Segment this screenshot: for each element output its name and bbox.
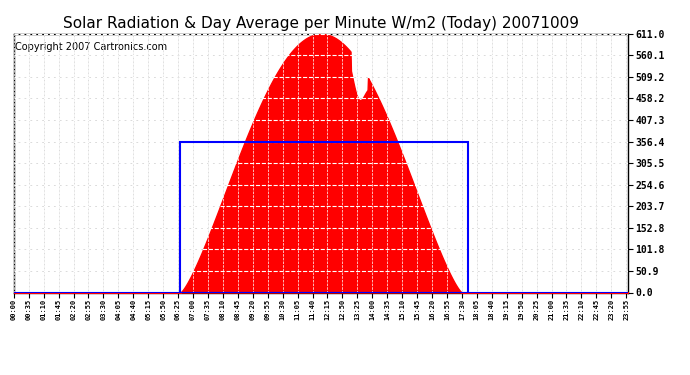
Text: Copyright 2007 Cartronics.com: Copyright 2007 Cartronics.com <box>14 42 167 51</box>
Title: Solar Radiation & Day Average per Minute W/m2 (Today) 20071009: Solar Radiation & Day Average per Minute… <box>63 16 579 31</box>
Bar <box>180 142 469 292</box>
